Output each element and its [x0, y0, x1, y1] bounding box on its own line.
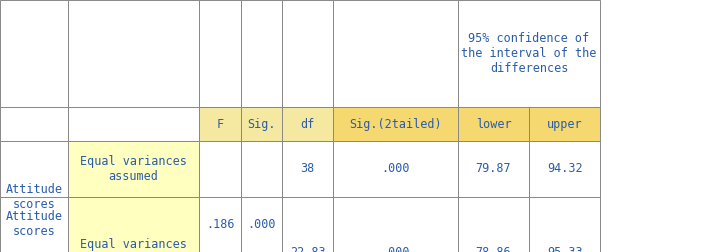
Text: .000: .000	[247, 218, 276, 231]
Text: Attitude
scores: Attitude scores	[5, 210, 63, 238]
Bar	[0, 107, 68, 141]
Bar	[241, 0, 282, 107]
Bar	[333, 0, 458, 107]
Bar	[241, 107, 282, 141]
Text: Sig.: Sig.	[247, 118, 276, 131]
Text: Equal variances
not assumed: Equal variances not assumed	[80, 238, 187, 252]
Bar	[333, 107, 458, 141]
Text: Attitude
scores: Attitude scores	[5, 182, 63, 211]
Bar	[68, 141, 199, 197]
Bar	[458, 141, 529, 197]
Bar	[199, 141, 241, 197]
Text: df: df	[300, 118, 315, 131]
Bar	[282, 107, 333, 141]
Bar	[0, 141, 68, 197]
Bar	[0, 197, 68, 252]
Bar	[199, 107, 241, 141]
Text: 79.87: 79.87	[476, 162, 511, 175]
Bar	[529, 141, 600, 197]
Text: 94.32: 94.32	[547, 162, 582, 175]
Bar	[282, 141, 333, 197]
Text: 22.83: 22.83	[290, 245, 325, 252]
Bar	[529, 197, 600, 252]
Bar	[458, 107, 529, 141]
Bar	[241, 141, 282, 197]
Text: .186: .186	[206, 218, 234, 231]
Bar	[199, 0, 241, 107]
Bar	[68, 0, 199, 107]
Bar	[458, 197, 529, 252]
Text: 95% confidence of
the interval of the
differences: 95% confidence of the interval of the di…	[461, 32, 597, 75]
Bar	[282, 0, 333, 107]
Bar	[241, 197, 282, 252]
Text: lower: lower	[476, 118, 511, 131]
Text: 78.86: 78.86	[476, 245, 511, 252]
Text: .000: .000	[381, 245, 410, 252]
Bar	[0, 0, 68, 107]
Bar	[458, 0, 600, 107]
Bar	[529, 107, 600, 141]
Text: Equal variances
assumed: Equal variances assumed	[80, 155, 187, 183]
Text: F: F	[216, 118, 224, 131]
Bar	[68, 107, 199, 141]
Bar	[199, 197, 241, 252]
Text: Sig.(2tailed): Sig.(2tailed)	[349, 118, 442, 131]
Text: 38: 38	[300, 162, 315, 175]
Bar	[333, 197, 458, 252]
Text: 95.33: 95.33	[547, 245, 582, 252]
Bar	[68, 197, 199, 252]
Text: upper: upper	[547, 118, 582, 131]
Bar	[282, 197, 333, 252]
Bar	[333, 141, 458, 197]
Text: .000: .000	[381, 162, 410, 175]
